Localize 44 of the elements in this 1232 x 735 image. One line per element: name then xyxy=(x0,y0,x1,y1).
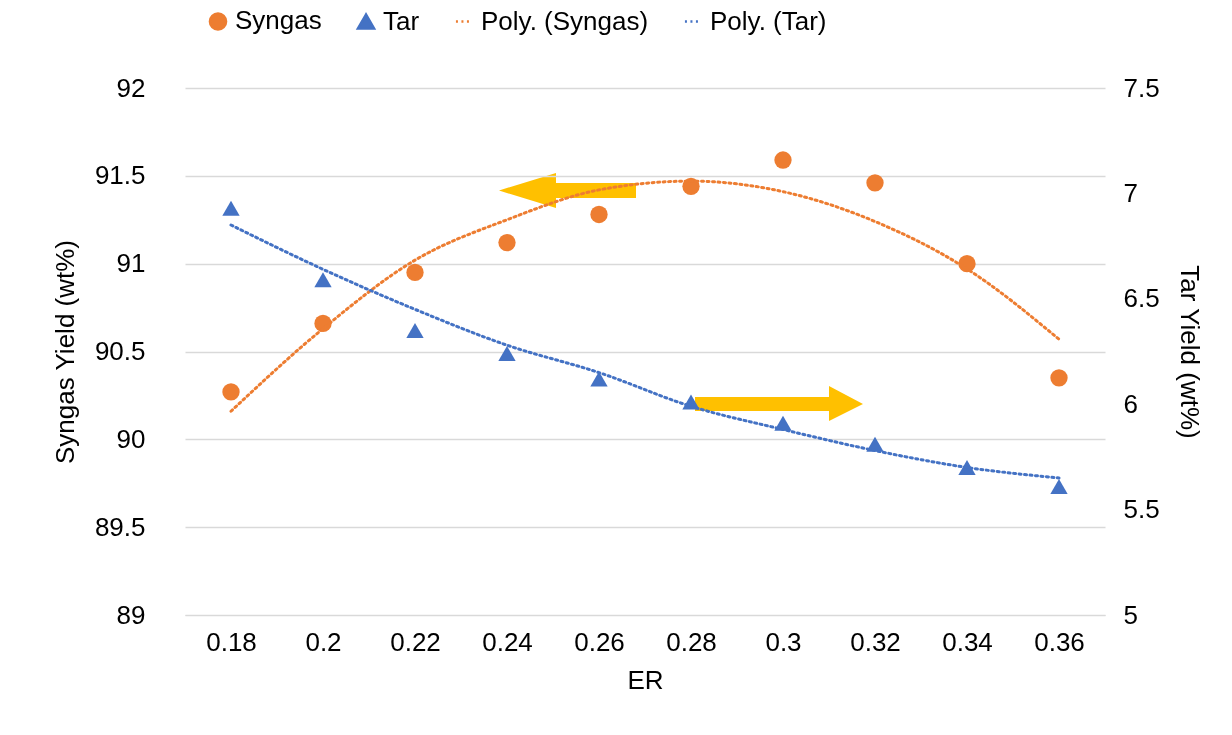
x-tick-label: 0.22 xyxy=(390,626,441,657)
y2-tick-label: 6 xyxy=(1123,388,1138,419)
point xyxy=(1050,369,1068,387)
y-tick-label: 91 xyxy=(116,248,146,279)
x-tick-label: 0.34 xyxy=(942,626,993,657)
y2-tick-label: 5 xyxy=(1123,599,1138,630)
x-axis-title: ER xyxy=(627,664,664,695)
y2-tick-label: 6.5 xyxy=(1123,283,1160,314)
point xyxy=(1050,478,1068,494)
x-tick-label: 0.32 xyxy=(850,626,901,657)
point xyxy=(222,200,240,216)
legend-label: Poly. (Syngas) xyxy=(481,5,649,36)
legend-label: Poly. (Tar) xyxy=(710,5,827,36)
y2-tick-label: 7 xyxy=(1123,177,1138,208)
y2-tick-label: 7.5 xyxy=(1123,72,1160,103)
y-tick-label: 90 xyxy=(116,423,146,454)
y-tick-label: 91.5 xyxy=(94,160,146,191)
point xyxy=(774,151,792,169)
y-tick-label: 92 xyxy=(116,72,146,103)
y-tick-label: 90.5 xyxy=(94,336,146,366)
point xyxy=(406,263,424,282)
line-series xyxy=(229,179,1061,413)
x-tick-label: 0.3 xyxy=(765,626,802,657)
point xyxy=(498,346,516,362)
y-tick-label: 89 xyxy=(116,599,146,630)
x-tick-label: 0.36 xyxy=(1034,626,1085,657)
y2-axis-title: Tar Yield (wt%) xyxy=(1174,265,1205,439)
y2-tick-label: 5.5 xyxy=(1123,494,1160,525)
point xyxy=(590,371,608,387)
legend-label: Tar xyxy=(383,5,420,36)
point xyxy=(406,322,424,338)
x-tick-label: 0.26 xyxy=(574,626,625,657)
x-tick-label: 0.2 xyxy=(305,626,342,657)
x-tick-label: 0.24 xyxy=(482,626,533,657)
point xyxy=(866,174,884,192)
point xyxy=(222,383,240,401)
legend-label: Syngas xyxy=(235,5,322,36)
point xyxy=(498,233,516,252)
y-axis-title: Syngas Yield (wt%) xyxy=(49,240,80,464)
point xyxy=(590,205,608,224)
point xyxy=(314,272,332,288)
x-tick-label: 0.18 xyxy=(206,626,257,657)
y-tick-label: 89.5 xyxy=(94,511,146,542)
x-tick-label: 0.28 xyxy=(666,626,717,657)
